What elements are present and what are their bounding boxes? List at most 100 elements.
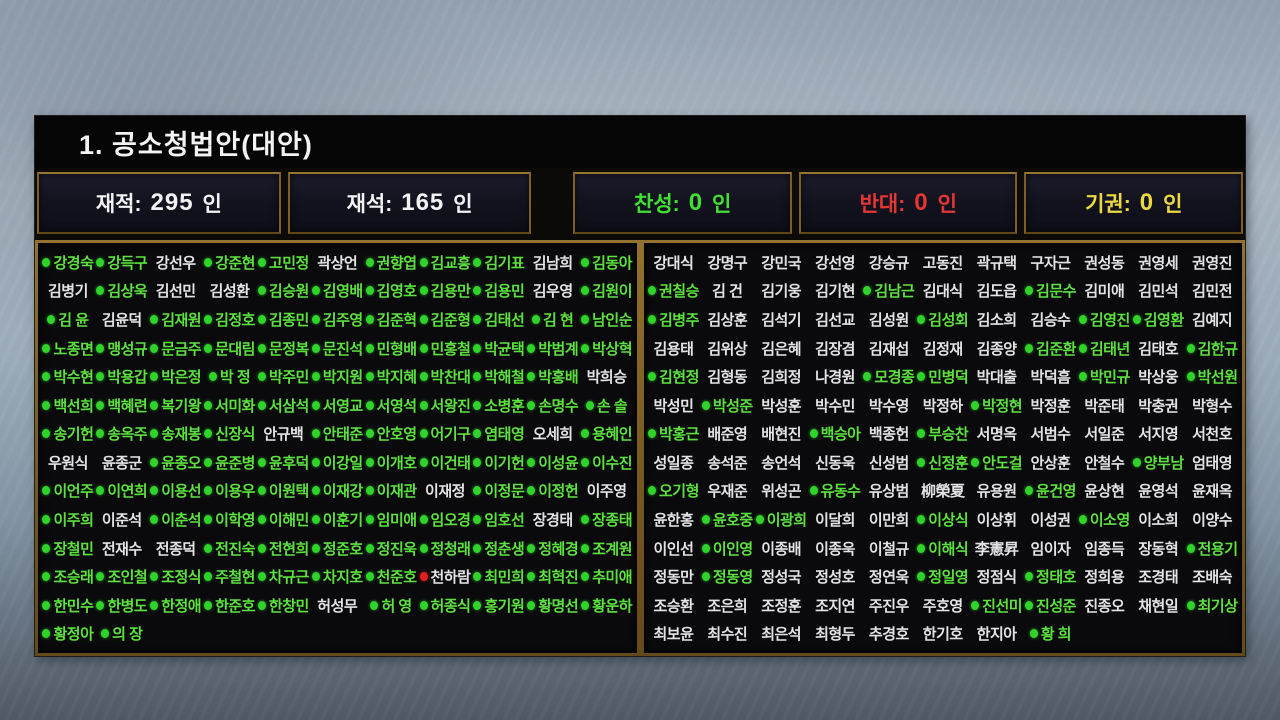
green-presence-dot — [311, 372, 320, 382]
green-presence-dot — [473, 314, 482, 324]
green-presence-dot — [257, 457, 266, 467]
green-presence-dot — [1078, 314, 1087, 324]
member-cell: 박정하 — [916, 395, 970, 416]
member-cell: 서지영 — [1131, 423, 1185, 444]
green-presence-dot — [419, 400, 428, 410]
member-cell: 최혁진 — [526, 566, 580, 587]
member-cell: 김재섭 — [862, 338, 916, 359]
member-name: 백승아 — [820, 426, 861, 444]
member-name: 이학영 — [215, 511, 255, 529]
green-presence-dot — [96, 572, 105, 582]
green-presence-dot — [419, 372, 428, 382]
member-row: 강대식 강명구 강민국 강선영 강승규 고동진 곽규택 구자근 권성동 권영세 권영진 — [647, 248, 1240, 277]
member-name: 김 윤 — [58, 311, 89, 329]
member-name: 배현진 — [761, 426, 802, 444]
green-presence-dot — [204, 343, 213, 353]
member-cell: 정동영 — [700, 566, 754, 587]
member-cell: 홍기원 — [472, 595, 526, 616]
green-presence-dot — [473, 257, 482, 267]
member-name: 김도읍 — [976, 283, 1017, 301]
member-cell: 윤상현 — [1077, 480, 1131, 501]
member-row: 이언주 이연희 이용선 이용우 이원택 이재강 이재관 이재정 이정문 이정헌 이주영 — [41, 477, 634, 506]
green-presence-dot — [204, 486, 213, 496]
member-name: 김재원 — [161, 311, 202, 329]
green-presence-dot — [311, 543, 320, 553]
member-name: 조정훈 — [761, 597, 802, 615]
stat-unit: 인 — [202, 193, 222, 216]
member-cell: 안호영 — [364, 423, 418, 444]
member-cell: 이학영 — [203, 509, 257, 530]
member-cell: 박지혜 — [364, 366, 418, 387]
member-name: 조지연 — [815, 597, 855, 615]
member-name: 박홍배 — [538, 369, 579, 387]
member-name: 유용원 — [976, 483, 1017, 501]
member-name: 박정현 — [982, 397, 1023, 415]
member-row: 조승래 조인철 조정식 주철현 차규근 차지호 천준호 천하람 최민희 최혁진 추미애 — [41, 562, 634, 591]
member-cell: 임이자 — [1024, 538, 1078, 559]
member-cell: 한준호 — [203, 595, 257, 616]
green-presence-dot — [701, 572, 710, 582]
green-presence-dot — [257, 314, 266, 324]
member-name: 박범계 — [538, 340, 579, 358]
member-cell: 강승규 — [862, 252, 916, 273]
member-name: 권영세 — [1138, 254, 1179, 272]
member-cell: 문진석 — [310, 338, 364, 359]
member-cell: 조계원 — [580, 538, 634, 559]
member-name: 한지아 — [976, 626, 1017, 644]
member-name: 이해식 — [928, 540, 969, 558]
member-name: 박성준 — [712, 397, 753, 415]
member-name: 박성민 — [653, 397, 694, 415]
member-cell: 황운하 — [580, 595, 634, 616]
green-presence-dot — [917, 314, 926, 324]
member-name: 김태선 — [484, 311, 525, 329]
member-cell: 나경원 — [808, 366, 862, 387]
green-presence-dot — [1132, 457, 1141, 467]
member-name: 천하람 — [430, 569, 471, 587]
member-cell: 조정식 — [149, 566, 203, 587]
member-cell: 강준현 — [203, 252, 257, 273]
member-name: 김태년 — [1089, 340, 1130, 358]
green-presence-dot — [473, 486, 482, 496]
member-cell: 김 윤 — [41, 309, 95, 330]
member-cell: 김정호 — [203, 309, 257, 330]
member-name: 강승규 — [868, 254, 909, 272]
member-cell: 김 현 — [526, 309, 580, 330]
member-name: 이준석 — [101, 511, 142, 529]
green-presence-dot — [1025, 572, 1034, 582]
member-name: 이언주 — [53, 483, 94, 501]
member-name: 김성회 — [928, 311, 969, 329]
member-name: 안규백 — [263, 426, 304, 444]
member-row: 김병주 김상훈 김석기 김선교 김성원 김성회 김소희 김승수 김영진 김영환 김예지 — [647, 305, 1240, 334]
member-cell: 진선미 — [970, 595, 1024, 616]
member-cell: 박상혁 — [580, 338, 634, 359]
green-presence-dot — [1132, 314, 1141, 324]
member-cell: 추경호 — [862, 623, 916, 644]
member-name: 박덕흠 — [1030, 369, 1071, 387]
green-presence-dot — [365, 457, 374, 467]
member-name: 박상웅 — [1138, 369, 1179, 387]
stat-unit: 인 — [712, 193, 732, 216]
member-cell: 천준호 — [364, 566, 418, 587]
member-cell: 우원식 — [41, 452, 95, 473]
member-cell: 정연욱 — [862, 566, 916, 587]
member-name: 김성환 — [209, 283, 250, 301]
green-presence-dot — [527, 372, 536, 382]
member-cell: 부승찬 — [916, 423, 970, 444]
member-name: 정혜경 — [538, 540, 579, 558]
member-name: 박정훈 — [1030, 397, 1071, 415]
member-name: 안태준 — [322, 426, 363, 444]
member-name: 한정애 — [161, 597, 202, 615]
member-cell: 박정현 — [970, 395, 1024, 416]
member-cell: 조은희 — [700, 595, 754, 616]
member-name: 염태영 — [484, 426, 525, 444]
member-name: 박정하 — [922, 397, 963, 415]
green-presence-dot — [473, 343, 482, 353]
green-presence-dot — [647, 314, 656, 324]
member-name: 소병훈 — [484, 397, 525, 415]
green-presence-dot — [473, 457, 482, 467]
member-name: 정춘생 — [484, 540, 525, 558]
green-presence-dot — [47, 314, 56, 324]
green-presence-dot — [257, 514, 266, 524]
green-presence-dot — [311, 314, 320, 324]
member-cell: 이연희 — [95, 480, 149, 501]
